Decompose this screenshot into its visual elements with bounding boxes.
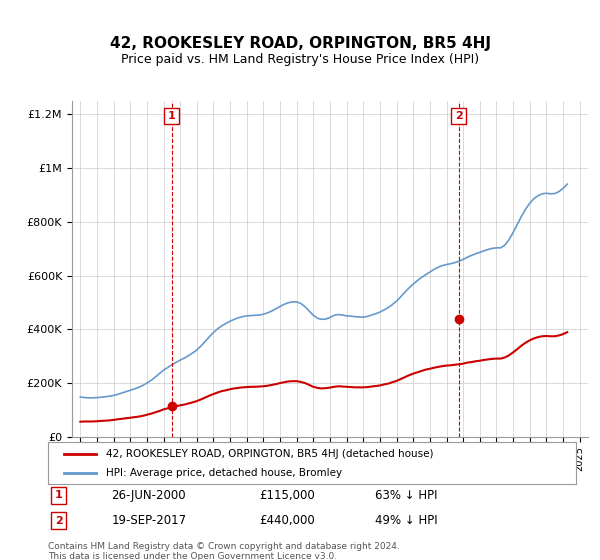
Text: Contains HM Land Registry data © Crown copyright and database right 2024.
This d: Contains HM Land Registry data © Crown c… bbox=[48, 542, 400, 560]
Text: 1: 1 bbox=[55, 491, 62, 501]
Text: Price paid vs. HM Land Registry's House Price Index (HPI): Price paid vs. HM Land Registry's House … bbox=[121, 53, 479, 66]
Text: 26-JUN-2000: 26-JUN-2000 bbox=[112, 489, 186, 502]
Text: 2: 2 bbox=[455, 111, 463, 121]
Text: 49% ↓ HPI: 49% ↓ HPI bbox=[376, 514, 438, 527]
Text: 19-SEP-2017: 19-SEP-2017 bbox=[112, 514, 187, 527]
Text: HPI: Average price, detached house, Bromley: HPI: Average price, detached house, Brom… bbox=[106, 468, 342, 478]
Text: 42, ROOKESLEY ROAD, ORPINGTON, BR5 4HJ (detached house): 42, ROOKESLEY ROAD, ORPINGTON, BR5 4HJ (… bbox=[106, 449, 434, 459]
Text: 2: 2 bbox=[55, 516, 62, 526]
Text: 42, ROOKESLEY ROAD, ORPINGTON, BR5 4HJ: 42, ROOKESLEY ROAD, ORPINGTON, BR5 4HJ bbox=[110, 36, 491, 52]
Text: £115,000: £115,000 bbox=[259, 489, 315, 502]
Text: 63% ↓ HPI: 63% ↓ HPI bbox=[376, 489, 438, 502]
Text: £440,000: £440,000 bbox=[259, 514, 315, 527]
Text: 1: 1 bbox=[167, 111, 175, 121]
